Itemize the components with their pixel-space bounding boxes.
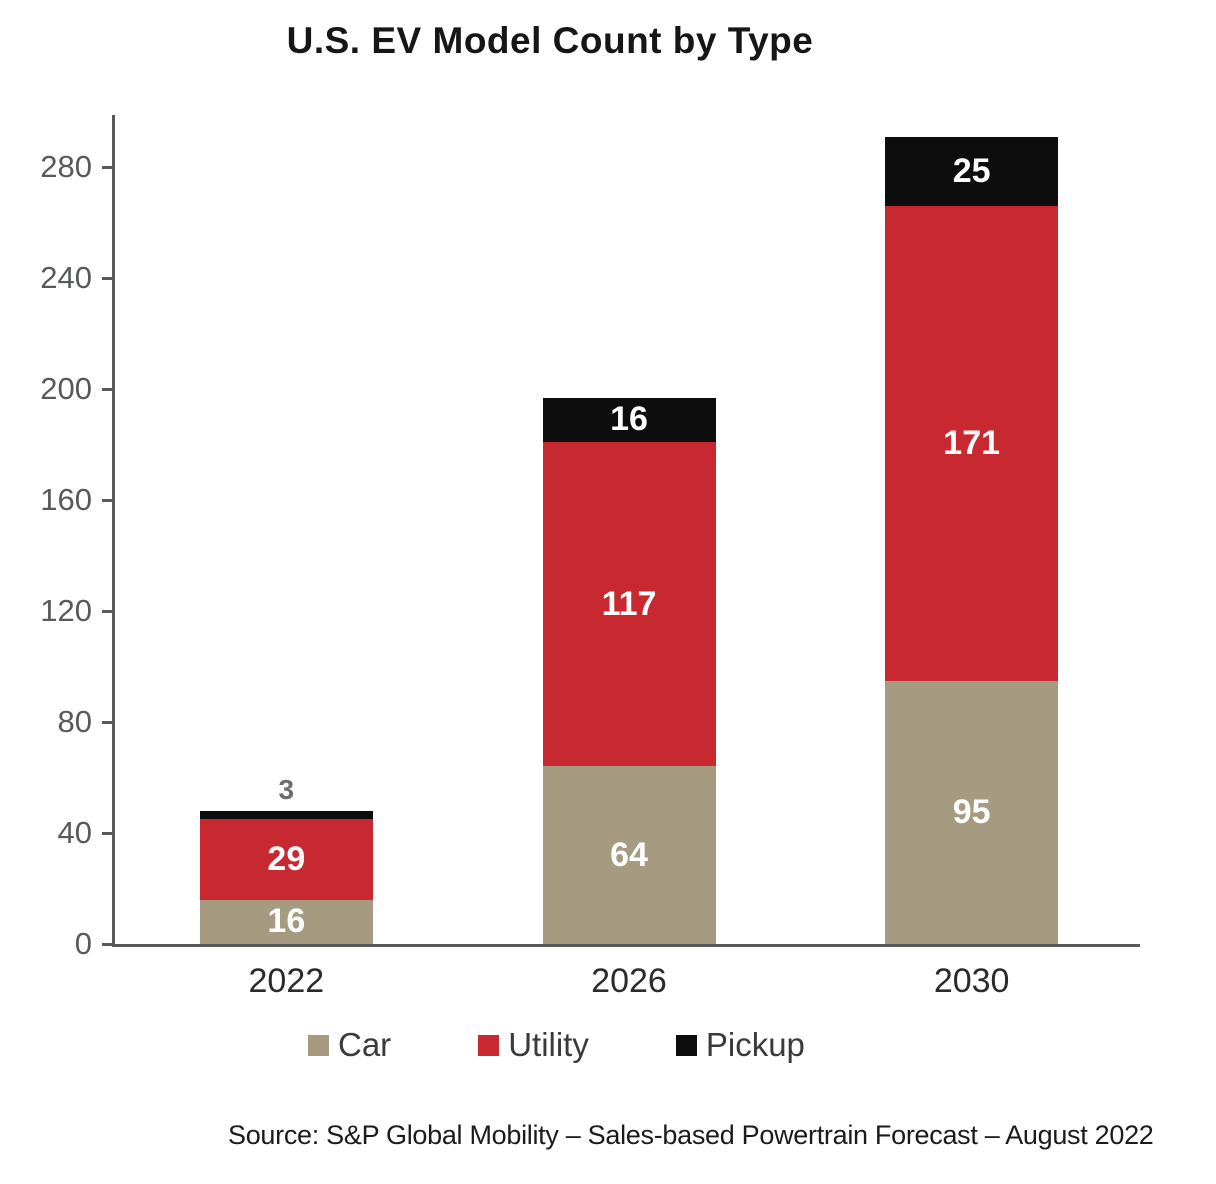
bar-value-label: 3 bbox=[278, 773, 295, 805]
legend-swatch-pickup bbox=[675, 1034, 697, 1056]
bar-segment-pickup: 25 bbox=[885, 136, 1059, 207]
bar-value-label: 16 bbox=[610, 400, 648, 439]
y-tick-label: 280 bbox=[40, 149, 92, 185]
bar-segment-utility: 117 bbox=[542, 442, 716, 767]
y-tick-label: 40 bbox=[57, 815, 92, 851]
bar-value-label: 16 bbox=[267, 902, 306, 941]
x-tick-label: 2030 bbox=[933, 962, 1010, 1000]
legend-label: Pickup bbox=[705, 1026, 805, 1063]
y-tick bbox=[102, 387, 112, 391]
y-tick bbox=[102, 609, 112, 613]
chart-title: U.S. EV Model Count by Type bbox=[286, 20, 814, 61]
bar-segment-pickup: 16 bbox=[542, 397, 716, 443]
y-tick-label: 120 bbox=[40, 593, 92, 629]
y-tick-label: 200 bbox=[40, 371, 92, 407]
legend-item-pickup: Pickup bbox=[675, 1026, 805, 1064]
bar-value-label: 29 bbox=[267, 839, 306, 878]
y-tick bbox=[102, 831, 112, 835]
bar-segment-utility: 29 bbox=[199, 819, 373, 900]
bar-2026: 16 117 64 bbox=[542, 397, 716, 944]
source-caption: Source: S&P Global Mobility – Sales-base… bbox=[228, 1120, 1154, 1150]
bar-value-label: 171 bbox=[943, 423, 1001, 462]
bar-segment-car: 16 bbox=[199, 899, 373, 944]
bar-value-label: 117 bbox=[601, 584, 657, 623]
bar-segment-utility: 171 bbox=[885, 206, 1059, 681]
bar-2030: 25 171 95 bbox=[885, 136, 1059, 944]
bar-value-label: 95 bbox=[952, 792, 991, 831]
legend: Car Utility Pickup bbox=[308, 1026, 805, 1064]
legend-label: Utility bbox=[508, 1026, 589, 1063]
y-tick-label: 160 bbox=[40, 482, 92, 518]
bar-value-label: 64 bbox=[610, 835, 648, 874]
x-tick-label: 2022 bbox=[248, 962, 325, 1000]
bar-segment-pickup bbox=[199, 810, 373, 820]
y-tick bbox=[102, 165, 112, 169]
plot-area: 0 40 80 120 160 200 240 280 3 29 16 2022 16 117 64 2026… bbox=[40, 115, 1140, 1000]
bar-value-label: 25 bbox=[952, 152, 991, 191]
legend-label: Car bbox=[338, 1026, 392, 1063]
bar-segment-car: 64 bbox=[542, 766, 716, 944]
legend-item-utility: Utility bbox=[478, 1026, 589, 1064]
legend-swatch-car bbox=[308, 1034, 329, 1056]
x-tick-label: 2026 bbox=[591, 962, 667, 1000]
y-tick bbox=[102, 720, 112, 724]
legend-item-car: Car bbox=[308, 1026, 391, 1064]
y-tick-label: 80 bbox=[57, 704, 92, 740]
y-tick bbox=[102, 942, 112, 946]
y-tick bbox=[102, 498, 112, 502]
y-tick-label: 0 bbox=[74, 926, 92, 961]
y-tick-label: 240 bbox=[40, 260, 92, 296]
bar-2022: 3 29 16 bbox=[199, 774, 373, 944]
legend-swatch-utility bbox=[478, 1034, 500, 1056]
bar-segment-car: 95 bbox=[885, 680, 1059, 944]
y-tick bbox=[102, 276, 112, 280]
